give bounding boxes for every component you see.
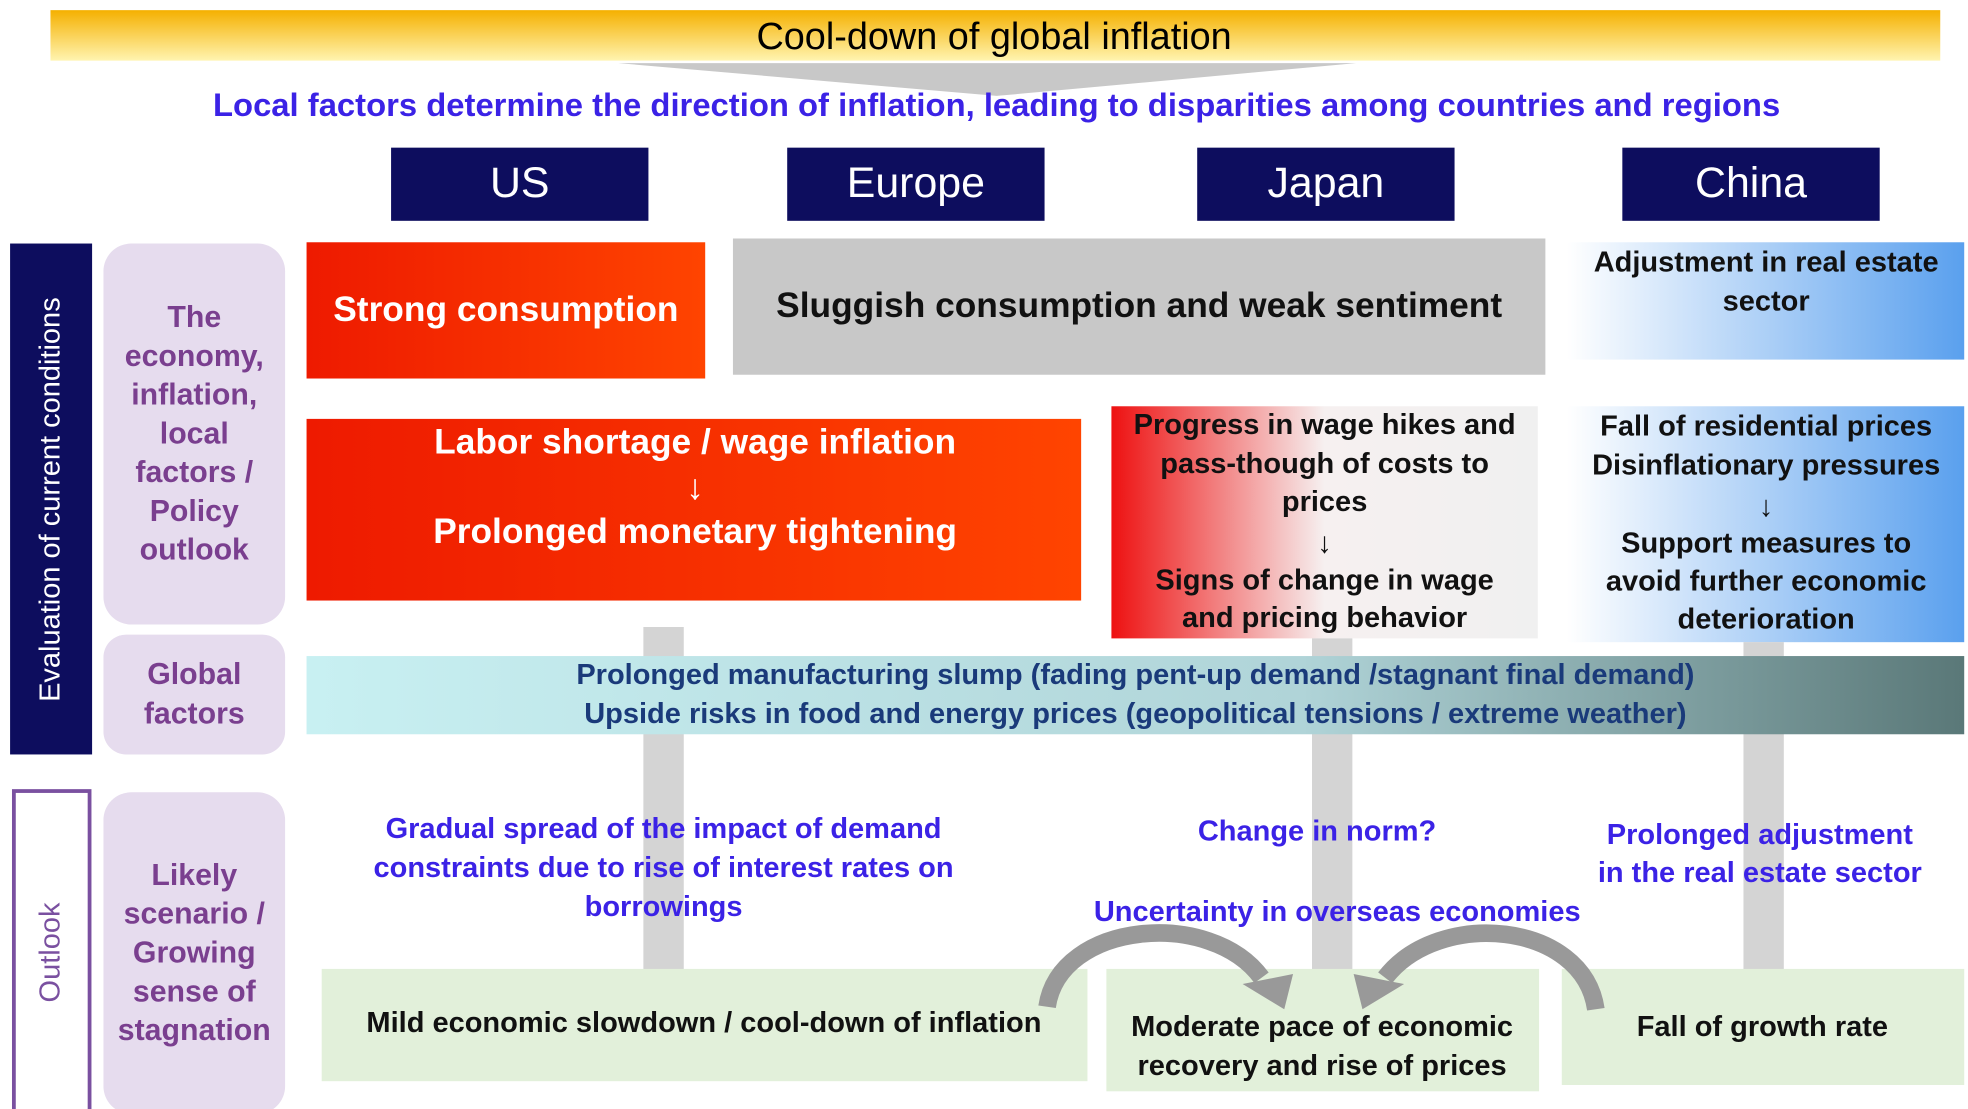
row-label: Likely <box>151 859 237 892</box>
row-label: stagnation <box>118 1014 271 1047</box>
header-arrow <box>618 63 1357 96</box>
side-label: Evaluation of current conditions <box>34 297 66 702</box>
block-text: Prolonged manufacturing slump (fading pe… <box>576 659 1694 691</box>
row-label: economy, <box>125 340 264 373</box>
arrow <box>1378 924 1605 1012</box>
box <box>732 238 1546 375</box>
block-text: Prolonged adjustment <box>1607 819 1913 851</box>
block-text: Mild economic slowdown / cool-down of in… <box>366 1007 1041 1039</box>
block-text: recovery and rise of prices <box>1138 1050 1507 1082</box>
block-text: ↓ <box>686 468 704 507</box>
block-text: deterioration <box>1678 603 1855 635</box>
block-text: Support measures to <box>1621 528 1911 560</box>
block-text: in the real estate sector <box>1598 857 1922 889</box>
row-label: sense of <box>133 975 257 1008</box>
block-text: Fall of growth rate <box>1637 1011 1888 1043</box>
row-label: Policy <box>150 495 239 528</box>
block-text: Signs of change in wage <box>1155 564 1493 596</box>
row-label-bg <box>103 792 286 1109</box>
block-text: Disinflationary pressures <box>1592 449 1940 481</box>
block-text: Progress in wage hikes and <box>1134 409 1516 441</box>
subtitle: Local factors determine the direction of… <box>213 86 1780 123</box>
row-label: Growing <box>133 937 256 970</box>
region-box <box>1197 147 1455 221</box>
row-label: scenario / <box>124 898 266 931</box>
region-label: China <box>1695 159 1807 207</box>
block-text: and pricing behavior <box>1182 602 1467 634</box>
region-label: Europe <box>847 159 985 207</box>
block-text: Fall of residential prices <box>1600 410 1932 442</box>
block-text: borrowings <box>585 891 743 923</box>
block-text: Change in norm? <box>1198 815 1436 847</box>
row-label: inflation, <box>131 379 257 412</box>
block-text: ↓ <box>1317 528 1332 560</box>
box <box>306 656 1965 735</box>
block-text: Uncertainty in overseas economies <box>1094 896 1581 928</box>
block-text: avoid further economic <box>1606 566 1927 598</box>
block-text: prices <box>1282 486 1367 518</box>
header-bar <box>50 10 1941 61</box>
box <box>1566 406 1965 643</box>
box <box>1566 242 1965 360</box>
block-text: Moderate pace of economic <box>1131 1011 1513 1043</box>
row-label: factors <box>144 697 245 730</box>
box <box>1561 968 1965 1085</box>
block-text: Strong consumption <box>333 290 678 329</box>
side-bar <box>10 243 93 755</box>
block-text: sector <box>1723 285 1810 317</box>
box <box>321 968 1088 1082</box>
side-bar <box>11 789 92 1109</box>
block-text: Labor shortage / wage inflation <box>434 422 956 461</box>
arrow-head <box>1242 973 1294 1010</box>
row-label-bg <box>103 243 286 625</box>
block-text: ↓ <box>1759 491 1774 523</box>
row-label: The <box>167 301 221 334</box>
region-label: Japan <box>1267 159 1384 207</box>
row-label: outlook <box>140 534 249 567</box>
block-text: Adjustment in real estate <box>1594 246 1939 278</box>
region-box <box>391 147 649 221</box>
arrow <box>1720 642 1807 1010</box>
block-text: pass-though of costs to <box>1160 448 1489 480</box>
block-text: Prolonged monetary tightening <box>433 512 957 551</box>
box <box>306 242 706 379</box>
title: Cool-down of global inflation <box>756 16 1231 58</box>
arrow-head <box>1353 973 1405 1010</box>
arrow <box>1038 924 1269 1009</box>
arrow-heads <box>1242 973 1405 1010</box>
block-text: Sluggish consumption and weak sentiment <box>776 286 1502 325</box>
region-box <box>1622 147 1880 221</box>
row-label: factors / <box>135 456 253 489</box>
region-box <box>787 147 1045 221</box>
side-label: Outlook <box>34 902 66 1002</box>
block-text: Upside risks in food and energy prices (… <box>584 698 1686 730</box>
block-text: Gradual spread of the impact of demand <box>386 813 942 845</box>
curved-arrows <box>1038 924 1605 1012</box>
block-text: constraints due to rise of interest rate… <box>373 852 953 884</box>
row-label-bg <box>103 634 286 755</box>
box <box>306 418 1082 601</box>
row-label: Global <box>147 658 241 691</box>
box <box>1111 406 1538 639</box>
region-label: US <box>490 159 550 207</box>
box <box>1106 968 1540 1092</box>
row-label: local <box>160 417 229 450</box>
